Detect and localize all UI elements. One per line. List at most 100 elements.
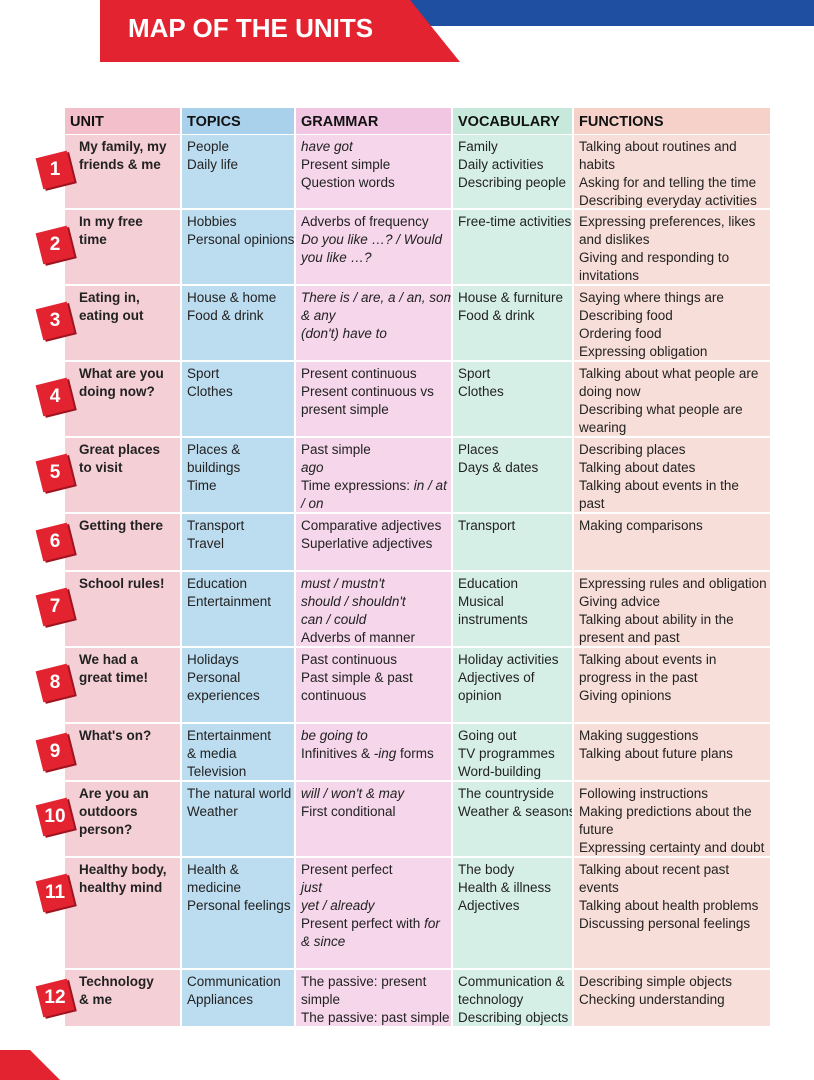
text: Time	[187, 478, 217, 493]
italic-text: & since	[301, 934, 346, 949]
cell-line: Word-building	[458, 763, 568, 780]
cell-line: Superlative adjectives	[301, 535, 447, 553]
functions-cell: Talking about recent past events Talking a…	[574, 858, 770, 968]
text: Food & drink	[458, 308, 535, 323]
text: Daily activities	[458, 157, 544, 172]
vocabulary-cell: Free-time activities	[453, 210, 572, 284]
cell-line: great time!	[79, 669, 176, 687]
grammar-cell: Present perfect just yet / already Present …	[296, 858, 451, 968]
text: Personal opinions	[187, 232, 294, 247]
cell-line: TV programmes	[458, 745, 568, 763]
text: The countryside	[458, 786, 555, 801]
text: Making suggestions	[579, 728, 699, 743]
column-header: UNIT	[65, 108, 180, 134]
text: Describing everyday activities	[579, 193, 757, 208]
cell-line: you like …?	[301, 249, 447, 267]
functions-cell: Following instructions Making predictions…	[574, 782, 770, 856]
cell-line: Comparative adjectives	[301, 517, 447, 535]
text: Days & dates	[458, 460, 539, 475]
cell-line: Holiday activities	[458, 651, 568, 669]
cell-line: Personal feelings	[187, 897, 291, 915]
text: Giving opinions	[579, 688, 672, 703]
text: Going out	[458, 728, 517, 743]
text: Describing food	[579, 308, 673, 323]
text: eating out	[79, 308, 144, 323]
cell-line: progress in the past	[579, 669, 766, 687]
text: instruments	[458, 612, 528, 627]
grammar-cell: Past simple ago Time expressions: in / at /…	[296, 438, 451, 512]
italic-text: Do you like …? / Would	[301, 232, 443, 247]
cell-line: Places	[458, 441, 568, 459]
text: Giving advice	[579, 594, 661, 609]
text: Talking about ability in the	[579, 612, 734, 627]
text: Talking about health problems	[579, 898, 759, 913]
unit-number: 6	[49, 531, 61, 552]
cell-line: Giving and responding to	[579, 249, 766, 267]
cell-line: & media	[187, 745, 290, 763]
unit-title: In my free time	[65, 210, 180, 284]
cell-line: Describing objects	[458, 1009, 568, 1026]
text: Education	[458, 576, 519, 591]
text: Education	[187, 576, 248, 591]
cell-line: Going out	[458, 727, 568, 745]
text: Discussing personal feelings	[579, 916, 751, 931]
cell-line: doing now?	[79, 383, 176, 401]
cell-line: Days & dates	[458, 459, 568, 477]
cell-line: Giving advice	[579, 593, 766, 611]
italic-text: -ing	[373, 746, 397, 761]
text: Transport	[187, 518, 245, 533]
header-banner: MAP OF THE UNITS	[100, 0, 814, 62]
text: future	[579, 822, 614, 837]
column-header: GRAMMAR	[296, 108, 451, 134]
cell-line: person?	[79, 821, 176, 839]
unit-number: 5	[49, 462, 61, 483]
cell-line: We had a	[79, 651, 176, 669]
text: Comparative adjectives	[301, 518, 442, 533]
cell-line: & me	[79, 991, 176, 1009]
cell-line: technology	[458, 991, 568, 1009]
cell-line: Food & drink	[458, 307, 568, 325]
cell-line: House & home	[187, 289, 290, 307]
cell-line: The body	[458, 861, 568, 879]
text: Getting there	[79, 518, 164, 533]
text: technology	[458, 992, 524, 1007]
unit-title: Eating in, eating out	[65, 286, 180, 360]
text: The passive: past simple	[301, 1010, 450, 1025]
cell-line: Time	[187, 477, 290, 495]
cell-line: First conditional	[301, 803, 447, 821]
cell-line: events	[579, 879, 766, 897]
text: friends & me	[79, 157, 161, 172]
text: Clothes	[458, 384, 504, 399]
text: Health & illness	[458, 880, 552, 895]
cell-line: Talking about ability in the	[579, 611, 766, 629]
topics-cell: Education Entertainment	[182, 572, 294, 646]
vocabulary-cell: The countryside Weather & seasons	[453, 782, 572, 856]
text: Family	[458, 139, 498, 154]
text: Appliances	[187, 992, 254, 1007]
cell-line: Daily activities	[458, 156, 568, 174]
text: Adverbs of frequency	[301, 214, 429, 229]
cell-line: invitations	[579, 267, 766, 284]
vocabulary-cell: Sport Clothes	[453, 362, 572, 436]
text: Healthy body,	[79, 862, 167, 877]
text: Weather & seasons	[458, 804, 572, 819]
vocabulary-cell: Places Days & dates	[453, 438, 572, 512]
topics-cell: House & home Food & drink	[182, 286, 294, 360]
cell-line: Describing places	[579, 441, 766, 459]
cell-line: Making suggestions	[579, 727, 766, 745]
cell-line: healthy mind	[79, 879, 176, 897]
text: Food & drink	[187, 308, 264, 323]
italic-text: (don't) have to	[301, 326, 387, 341]
cell-line: What's on?	[79, 727, 176, 745]
text: past	[579, 496, 605, 511]
cell-line: continuous	[301, 687, 447, 705]
cell-line: School rules!	[79, 575, 176, 593]
topics-cell: Sport Clothes	[182, 362, 294, 436]
cell-line: Health & illness	[458, 879, 568, 897]
text: Personal feelings	[187, 898, 291, 913]
cell-line: have got	[301, 138, 447, 156]
cell-line: Expressing obligation	[579, 343, 766, 360]
unit-title: Are you an outdoors person?	[65, 782, 180, 856]
unit-number: 11	[44, 882, 66, 903]
cell-line: Daily life	[187, 156, 290, 174]
